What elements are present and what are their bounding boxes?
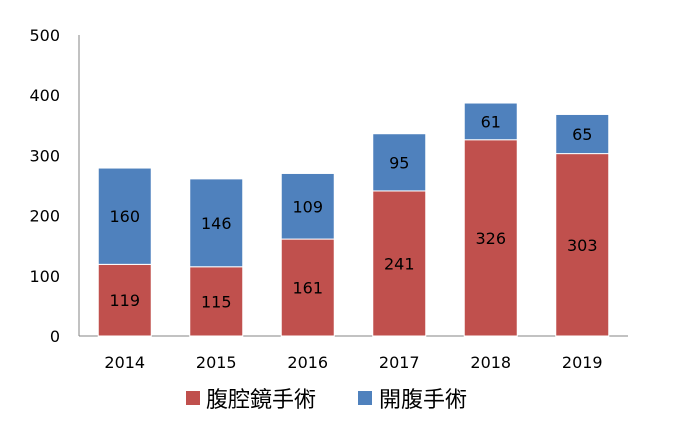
x-tick-label: 2014 [104,353,145,372]
data-label: 95 [389,153,409,172]
data-label: 161 [292,279,323,298]
data-label: 61 [481,112,501,131]
bar-segment [280,238,335,337]
legend: 腹腔鏡手術 開腹手術 [186,388,467,413]
y-tick-label: 500 [29,26,60,45]
bar-segment [463,139,518,337]
bar-segment [463,102,518,141]
x-tick-label: 2016 [287,353,328,372]
data-label: 160 [109,207,140,226]
y-tick-label: 100 [29,267,60,286]
data-label: 326 [475,229,506,248]
data-label: 241 [384,254,415,273]
data-label: 115 [201,292,232,311]
x-axis-ticks: 2014 2015 2016 2017 2018 2019 [104,353,602,372]
data-labels: 119 160 115 146 161 109 241 95 326 61 303 65 [109,112,597,311]
bar-segment [189,178,244,268]
bars [97,102,610,337]
x-tick-label: 2017 [379,353,420,372]
y-axis-ticks: 0 100 200 300 400 500 [29,26,60,346]
axes [78,35,628,337]
x-tick-label: 2018 [470,353,511,372]
bar-segment [372,133,427,192]
legend-swatch [358,391,372,405]
data-label: 65 [572,125,592,144]
y-tick-label: 200 [29,207,60,226]
y-tick-label: 300 [29,146,60,165]
bar-segment [97,167,152,265]
y-tick-label: 400 [29,86,60,105]
data-label: 119 [109,291,140,310]
bar-segment [97,263,152,337]
data-label: 109 [292,197,323,216]
x-tick-label: 2015 [196,353,237,372]
x-tick-label: 2019 [562,353,603,372]
legend-label: 開腹手術 [379,388,467,413]
data-label: 146 [201,214,232,233]
data-label: 303 [567,236,598,255]
bar-segment [555,153,610,337]
bar-segment [372,190,427,337]
y-tick-label: 0 [50,327,60,346]
bar-segment [555,113,610,155]
bar-segment [189,266,244,337]
legend-label: 腹腔鏡手術 [206,388,316,413]
legend-swatch [186,391,200,405]
bar-segment [280,172,335,240]
